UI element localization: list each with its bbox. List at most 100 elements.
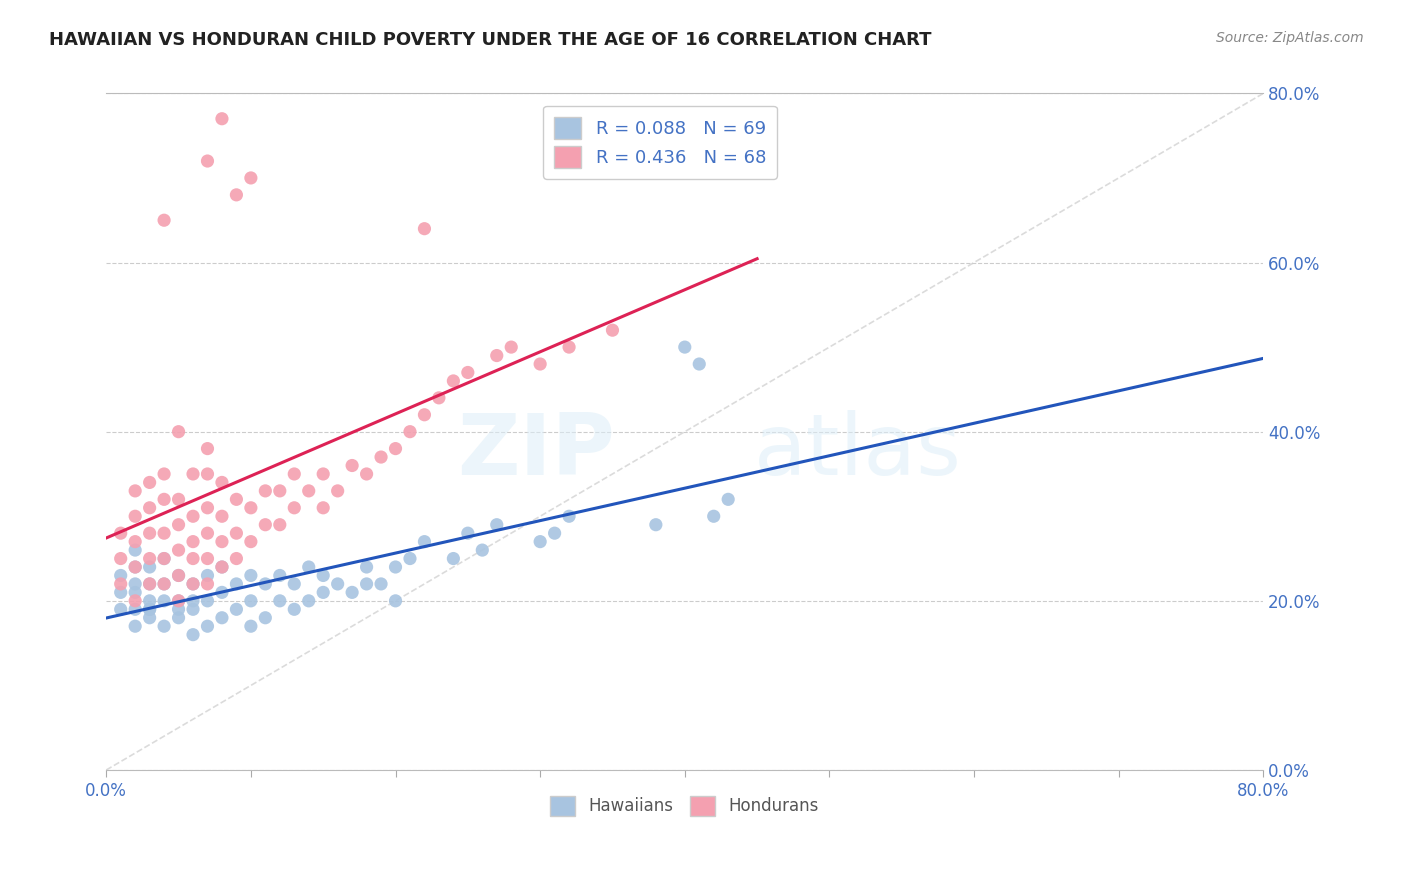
Point	[283, 577, 305, 591]
Point	[269, 594, 291, 608]
Point	[501, 340, 523, 354]
Point	[124, 509, 146, 524]
Point	[110, 577, 132, 591]
Point	[197, 154, 219, 169]
Point	[197, 467, 219, 481]
Point	[413, 221, 436, 235]
Point	[138, 577, 160, 591]
Point	[340, 458, 363, 473]
Point	[181, 602, 204, 616]
Point	[124, 602, 146, 616]
Point	[181, 577, 204, 591]
Point	[167, 425, 190, 439]
Point	[124, 619, 146, 633]
Point	[485, 349, 508, 363]
Point	[602, 323, 624, 337]
Point	[688, 357, 710, 371]
Text: atlas: atlas	[754, 410, 962, 493]
Point	[124, 594, 146, 608]
Point	[153, 577, 176, 591]
Point	[167, 492, 190, 507]
Point	[181, 628, 204, 642]
Point	[413, 534, 436, 549]
Point	[254, 517, 277, 532]
Point	[153, 577, 176, 591]
Point	[703, 509, 725, 524]
Point	[370, 577, 392, 591]
Point	[153, 467, 176, 481]
Point	[211, 534, 233, 549]
Point	[239, 534, 262, 549]
Point	[471, 543, 494, 558]
Point	[197, 526, 219, 541]
Point	[384, 442, 406, 456]
Point	[124, 534, 146, 549]
Point	[167, 594, 190, 608]
Point	[167, 568, 190, 582]
Point	[427, 391, 450, 405]
Point	[356, 560, 378, 574]
Point	[225, 602, 247, 616]
Point	[153, 619, 176, 633]
Point	[211, 509, 233, 524]
Point	[138, 577, 160, 591]
Point	[211, 112, 233, 126]
Point	[181, 534, 204, 549]
Point	[110, 585, 132, 599]
Point	[124, 543, 146, 558]
Point	[326, 577, 349, 591]
Point	[225, 577, 247, 591]
Point	[110, 526, 132, 541]
Text: HAWAIIAN VS HONDURAN CHILD POVERTY UNDER THE AGE OF 16 CORRELATION CHART: HAWAIIAN VS HONDURAN CHILD POVERTY UNDER…	[49, 31, 932, 49]
Point	[298, 560, 321, 574]
Point	[558, 509, 581, 524]
Point	[254, 483, 277, 498]
Point	[413, 408, 436, 422]
Point	[197, 568, 219, 582]
Point	[110, 551, 132, 566]
Point	[181, 551, 204, 566]
Point	[124, 560, 146, 574]
Point	[181, 577, 204, 591]
Point	[441, 551, 464, 566]
Point	[181, 467, 204, 481]
Point	[138, 594, 160, 608]
Point	[124, 577, 146, 591]
Point	[254, 577, 277, 591]
Point	[673, 340, 696, 354]
Point	[298, 594, 321, 608]
Point	[153, 492, 176, 507]
Point	[457, 366, 479, 380]
Point	[225, 187, 247, 202]
Point	[312, 568, 335, 582]
Point	[269, 483, 291, 498]
Point	[225, 492, 247, 507]
Point	[138, 500, 160, 515]
Point	[153, 551, 176, 566]
Point	[167, 594, 190, 608]
Point	[153, 551, 176, 566]
Point	[370, 450, 392, 464]
Point	[138, 602, 160, 616]
Point	[717, 492, 740, 507]
Point	[298, 483, 321, 498]
Point	[529, 357, 551, 371]
Point	[356, 467, 378, 481]
Point	[167, 568, 190, 582]
Point	[110, 602, 132, 616]
Point	[239, 568, 262, 582]
Point	[138, 560, 160, 574]
Point	[558, 340, 581, 354]
Point	[110, 568, 132, 582]
Point	[254, 611, 277, 625]
Text: Source: ZipAtlas.com: Source: ZipAtlas.com	[1216, 31, 1364, 45]
Point	[269, 517, 291, 532]
Point	[124, 585, 146, 599]
Point	[153, 526, 176, 541]
Point	[441, 374, 464, 388]
Point	[239, 500, 262, 515]
Point	[384, 560, 406, 574]
Point	[153, 594, 176, 608]
Point	[356, 577, 378, 591]
Point	[283, 602, 305, 616]
